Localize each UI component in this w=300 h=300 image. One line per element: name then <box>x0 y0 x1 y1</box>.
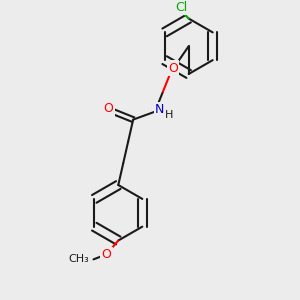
Text: CH₃: CH₃ <box>69 254 89 264</box>
Text: H: H <box>165 110 173 120</box>
Text: Cl: Cl <box>176 1 188 14</box>
Text: O: O <box>168 61 178 75</box>
Text: N: N <box>155 103 165 116</box>
Text: O: O <box>103 102 113 115</box>
Text: O: O <box>101 248 111 261</box>
